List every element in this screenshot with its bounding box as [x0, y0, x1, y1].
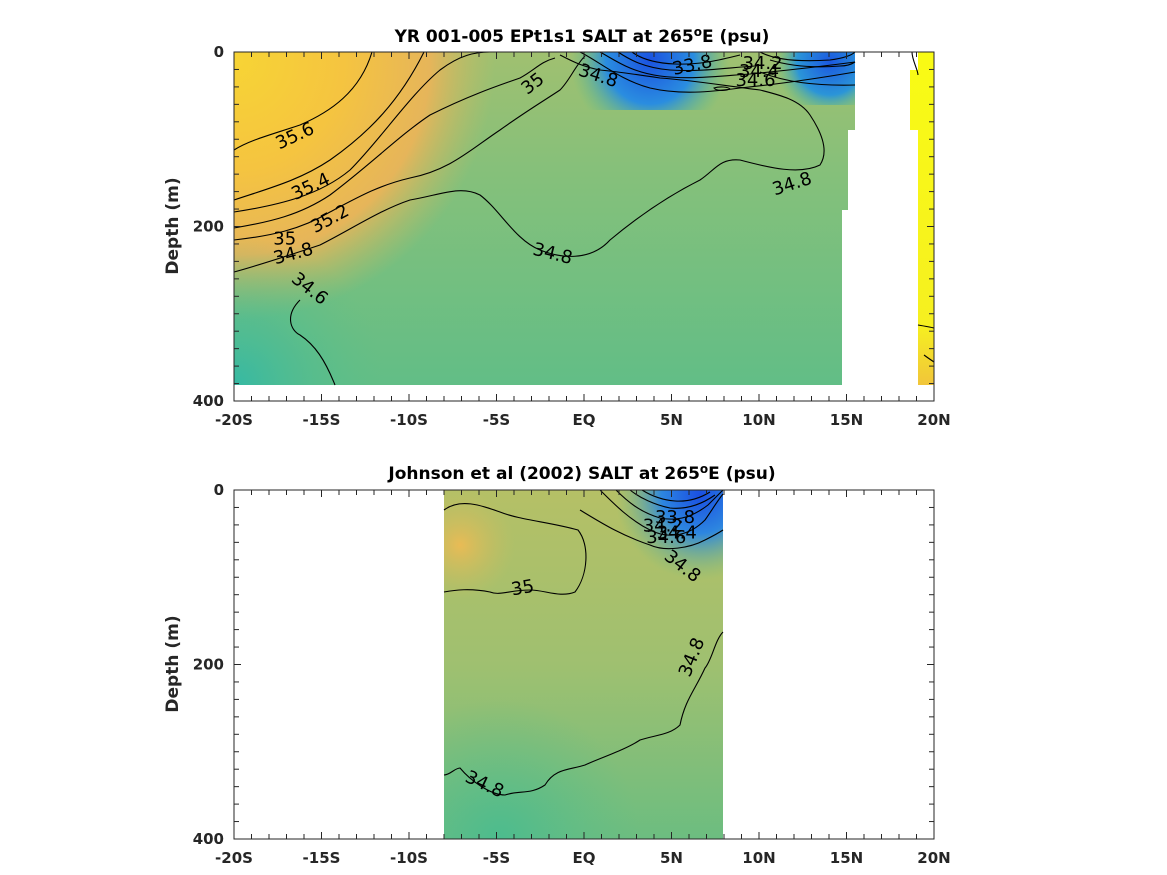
bottom-contour-label: 35 [510, 576, 536, 601]
top-x-tick-label: -5S [483, 411, 510, 429]
bottom-x-tick-label: -10S [390, 849, 428, 867]
bottom-y-tick-label: 200 [193, 656, 224, 674]
top-panel: YR 001-005 EPt1s1 SALT at 265oE (psu) [163, 25, 951, 429]
top-x-tick-label: 15N [830, 411, 863, 429]
bottom-x-tick-label: 5N [660, 849, 683, 867]
top-x-tick-label: 10N [742, 411, 775, 429]
bottom-x-tick-label: EQ [573, 849, 596, 867]
top-salinity-field [234, 52, 934, 385]
bottom-x-tick-label: -15S [303, 849, 341, 867]
top-x-tick-label: -10S [390, 411, 428, 429]
top-x-tick-label: 5N [660, 411, 683, 429]
bottom-x-tick-label: -5S [483, 849, 510, 867]
bottom-x-tick-label: -20S [215, 849, 253, 867]
top-contour-lines [233, 51, 935, 386]
top-chart-title: YR 001-005 EPt1s1 SALT at 265oE (psu) [394, 25, 770, 47]
bottom-y-tick-label: 0 [214, 481, 224, 499]
top-x-tick-label: EQ [573, 411, 596, 429]
top-y-tick-label: 400 [193, 392, 224, 410]
top-contour-label: 34.4 [739, 61, 779, 82]
bottom-x-tick-label: 10N [742, 849, 775, 867]
bottom-y-axis-labels: 0 200 400 [193, 481, 224, 848]
top-axis-ticks [233, 51, 935, 402]
top-x-tick-label: -20S [215, 411, 253, 429]
bottom-contour-label: 34.6 [646, 527, 686, 548]
bottom-y-axis-title: Depth (m) [163, 615, 183, 712]
top-x-axis-labels: -20S -15S -10S -5S EQ 5N 10N 15N 20N [215, 411, 951, 429]
top-y-tick-label: 0 [214, 43, 224, 61]
top-contour-label: 35 [273, 229, 296, 250]
bottom-contour-lines [443, 489, 724, 796]
bottom-contour-label: 33.8 [655, 507, 695, 528]
top-x-tick-label: -15S [303, 411, 341, 429]
bottom-x-tick-label: 15N [830, 849, 863, 867]
bottom-contour-label: 34.4 [657, 523, 697, 544]
bottom-x-tick-label: 20N [917, 849, 950, 867]
bottom-y-tick-label: 400 [193, 830, 224, 848]
bottom-panel: Johnson et al (2002) SALT at 265oE (psu)… [163, 462, 951, 867]
top-contour-label: 34.2 [742, 53, 782, 74]
bottom-axis-ticks [233, 489, 935, 840]
top-y-axis-title: Depth (m) [163, 177, 183, 274]
bottom-contour-label: 34.2 [643, 516, 683, 537]
top-x-tick-label: 20N [917, 411, 950, 429]
top-y-tick-label: 200 [193, 218, 224, 236]
bottom-x-axis-labels: -20S -15S -10S -5S EQ 5N 10N 15N 20N [215, 849, 951, 867]
top-contour-label: 34.6 [735, 70, 775, 91]
top-y-axis-labels: 0 200 400 [193, 43, 224, 410]
bottom-chart-title: Johnson et al (2002) SALT at 265oE (psu) [387, 462, 775, 484]
